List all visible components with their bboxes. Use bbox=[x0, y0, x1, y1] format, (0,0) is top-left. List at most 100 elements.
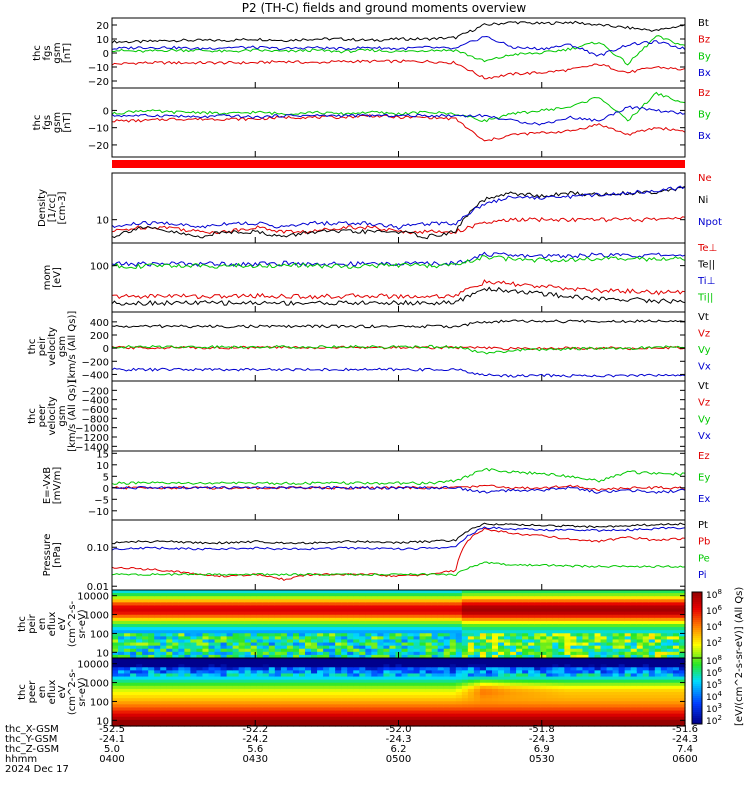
heatmap-cell bbox=[485, 630, 493, 634]
heatmap-cell bbox=[654, 685, 662, 690]
heatmap-cell bbox=[178, 633, 185, 637]
heatmap-cell bbox=[148, 661, 155, 665]
heatmap-cell bbox=[654, 661, 662, 665]
heatmap-cell bbox=[504, 658, 511, 662]
heatmap-cell bbox=[166, 685, 173, 690]
heatmap-cell bbox=[588, 648, 596, 653]
heatmap-cell bbox=[582, 707, 590, 712]
heatmap-cell bbox=[600, 611, 608, 616]
heatmap-cell bbox=[286, 698, 294, 702]
heatmap-cell bbox=[172, 673, 179, 678]
heatmap-cell bbox=[413, 701, 421, 705]
heatmap-cell bbox=[250, 590, 258, 594]
heatmap-cell bbox=[377, 682, 385, 687]
legend-Npot: Npot bbox=[698, 217, 722, 228]
heatmap-cell bbox=[461, 670, 469, 675]
heatmap-cell bbox=[274, 685, 282, 690]
heatmap-cell bbox=[190, 707, 198, 712]
heatmap-cell bbox=[618, 692, 626, 696]
heatmap-cell bbox=[419, 654, 427, 659]
heatmap-cell bbox=[196, 679, 204, 684]
heatmap-cell bbox=[624, 676, 632, 681]
heatmap-cell bbox=[184, 661, 192, 665]
y-axis-label-line: [eV] bbox=[52, 267, 63, 288]
heatmap-cell bbox=[335, 710, 342, 715]
heatmap-cell bbox=[178, 590, 185, 594]
heatmap-cell bbox=[618, 685, 626, 690]
heatmap-cell bbox=[455, 667, 463, 671]
heatmap-cell bbox=[467, 695, 475, 699]
colorbar-exponent: 6 bbox=[717, 604, 722, 612]
heatmap-cell bbox=[654, 636, 662, 641]
heatmap-cell bbox=[672, 608, 680, 613]
heatmap-cell bbox=[389, 670, 397, 675]
heatmap-cell bbox=[292, 620, 300, 625]
heatmap-cell bbox=[317, 716, 324, 721]
heatmap-cell bbox=[172, 633, 179, 637]
heatmap-cell bbox=[238, 645, 246, 650]
heatmap-cell bbox=[172, 636, 179, 641]
heatmap-cell bbox=[618, 722, 626, 727]
heatmap-cell bbox=[479, 670, 487, 675]
y-axis-label-line: eflux bbox=[47, 612, 58, 637]
heatmap-cell bbox=[184, 710, 192, 715]
heatmap-cell bbox=[498, 608, 505, 613]
heatmap-cell bbox=[383, 664, 391, 668]
heatmap-cell bbox=[455, 627, 463, 631]
heatmap-cell bbox=[401, 590, 409, 594]
heatmap-cell bbox=[166, 682, 173, 687]
heatmap-cell bbox=[582, 645, 590, 650]
heatmap-cell bbox=[377, 648, 385, 653]
heatmap-cell bbox=[154, 590, 161, 594]
heatmap-cell bbox=[498, 645, 505, 650]
heatmap-cell bbox=[286, 682, 294, 687]
heatmap-cell bbox=[112, 648, 119, 653]
heatmap-cell bbox=[124, 667, 131, 671]
heatmap-cell bbox=[118, 713, 125, 718]
heatmap-cell bbox=[491, 596, 499, 600]
heatmap-cell bbox=[184, 667, 192, 671]
heatmap-cell bbox=[479, 620, 487, 625]
heatmap-cell bbox=[160, 590, 167, 594]
heatmap-cell bbox=[419, 651, 427, 656]
heatmap-cell bbox=[588, 698, 596, 702]
heatmap-cell bbox=[510, 673, 517, 678]
heatmap-cell bbox=[419, 682, 427, 687]
heatmap-cell bbox=[220, 608, 228, 613]
heatmap-cell bbox=[510, 682, 517, 687]
heatmap-cell bbox=[232, 667, 240, 671]
heatmap-cell bbox=[112, 698, 119, 702]
heatmap-cell bbox=[178, 670, 185, 675]
heatmap-cell bbox=[142, 645, 149, 650]
heatmap-cell bbox=[648, 710, 656, 715]
heatmap-cell bbox=[286, 620, 294, 625]
heatmap-cell bbox=[540, 667, 547, 671]
heatmap-cell bbox=[413, 630, 421, 634]
heatmap-cell bbox=[491, 654, 499, 659]
heatmap-cell bbox=[166, 651, 173, 656]
heatmap-cell bbox=[455, 590, 463, 594]
heatmap-cell bbox=[443, 661, 451, 665]
heatmap-cell bbox=[292, 611, 300, 616]
heatmap-cell bbox=[606, 688, 614, 693]
heatmap-cell bbox=[437, 642, 445, 647]
heatmap-cell bbox=[648, 608, 656, 613]
heatmap-cell bbox=[274, 614, 282, 619]
heatmap-cell bbox=[214, 620, 222, 625]
heatmap-cell bbox=[244, 688, 252, 693]
heatmap-cell bbox=[606, 645, 614, 650]
heatmap-cell bbox=[190, 624, 198, 628]
heatmap-cell bbox=[347, 602, 354, 607]
heatmap-cell bbox=[112, 645, 119, 650]
colorbar-segment bbox=[692, 634, 702, 637]
heatmap-cell bbox=[208, 617, 216, 622]
heatmap-cell bbox=[401, 722, 409, 727]
heatmap-cell bbox=[190, 654, 198, 659]
heatmap-cell bbox=[576, 670, 584, 675]
heatmap-cell bbox=[256, 667, 264, 671]
heatmap-cell bbox=[202, 667, 210, 671]
heatmap-cell bbox=[576, 605, 584, 610]
heatmap-cell bbox=[678, 645, 686, 650]
heatmap-cell bbox=[112, 682, 119, 687]
heatmap-cell bbox=[341, 608, 348, 613]
